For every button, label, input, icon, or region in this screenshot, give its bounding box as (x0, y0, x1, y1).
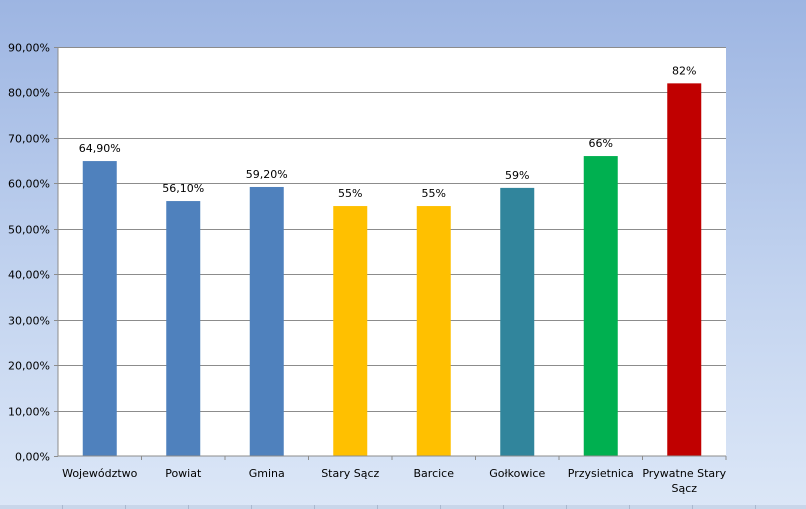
y-tick-label: 80,00% (8, 87, 50, 100)
bars (82, 83, 702, 457)
data-label: 82% (672, 64, 696, 77)
x-category-label: Województwo (62, 467, 138, 480)
x-axis-labels: Województwo Powiat Gmina Stary Sącz Barcice G… (62, 467, 727, 495)
data-labels: 64,90% 56,10% 59,20% 55% 55% 59% 66% 82% (79, 64, 697, 200)
x-category-label: Stary Sącz (321, 467, 379, 480)
y-tick-label: 90,00% (8, 42, 50, 55)
y-axis-ticks: 0,00% 10,00% 20,00% 30,00% 40,00% 50,00% 60,00… (8, 42, 50, 464)
y-tick-label: 70,00% (8, 133, 50, 146)
bar (249, 186, 284, 457)
x-category-label: Powiat (165, 467, 202, 480)
x-category-label: Prywatne Stary Sącz (642, 467, 726, 495)
data-label: 55% (422, 187, 446, 200)
x-category-label: Gmina (249, 467, 285, 480)
data-label: 55% (338, 187, 362, 200)
data-label: 59,20% (246, 168, 288, 181)
y-tick-label: 60,00% (8, 178, 50, 191)
data-label: 56,10% (162, 182, 204, 195)
bar (667, 83, 702, 456)
y-tick-label: 30,00% (8, 315, 50, 328)
bar (416, 206, 451, 456)
y-tick-label: 10,00% (8, 406, 50, 419)
bar (333, 206, 368, 456)
bar (82, 161, 117, 456)
plot-area (58, 47, 726, 456)
bar (166, 201, 201, 456)
y-tick-label: 40,00% (8, 269, 50, 282)
data-label: 59% (505, 169, 529, 182)
x-category-label: Przysietnica (568, 467, 634, 480)
data-label: 64,90% (79, 142, 121, 155)
x-category-label: Gołkowice (489, 467, 545, 480)
x-category-label: Barcice (414, 467, 455, 480)
bar (500, 187, 535, 456)
bar (583, 156, 618, 457)
data-label: 66% (589, 137, 613, 150)
window-bottom-edge (0, 505, 806, 509)
y-tick-label: 0,00% (15, 451, 50, 464)
y-tick-label: 20,00% (8, 360, 50, 373)
y-tick-label: 50,00% (8, 224, 50, 237)
